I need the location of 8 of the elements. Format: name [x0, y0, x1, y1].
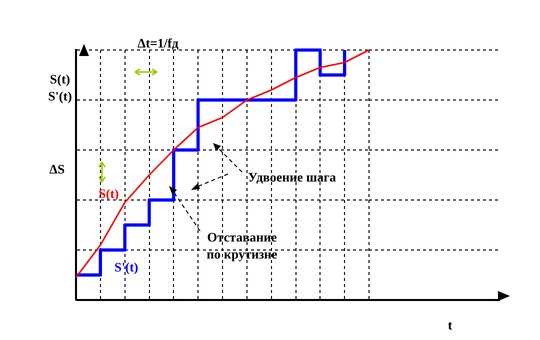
annotation: Отставание по крутизне — [206, 229, 278, 262]
annotation: Δt=1/fд — [138, 35, 179, 50]
annotation: Удвоение шага — [248, 169, 336, 184]
text: ΔS — [49, 161, 65, 176]
series-label: S(t) — [98, 186, 119, 201]
text: t — [448, 317, 453, 332]
series-label: S'(t) — [114, 259, 138, 274]
y-axis-title: S(t) S'(t) — [48, 71, 72, 104]
